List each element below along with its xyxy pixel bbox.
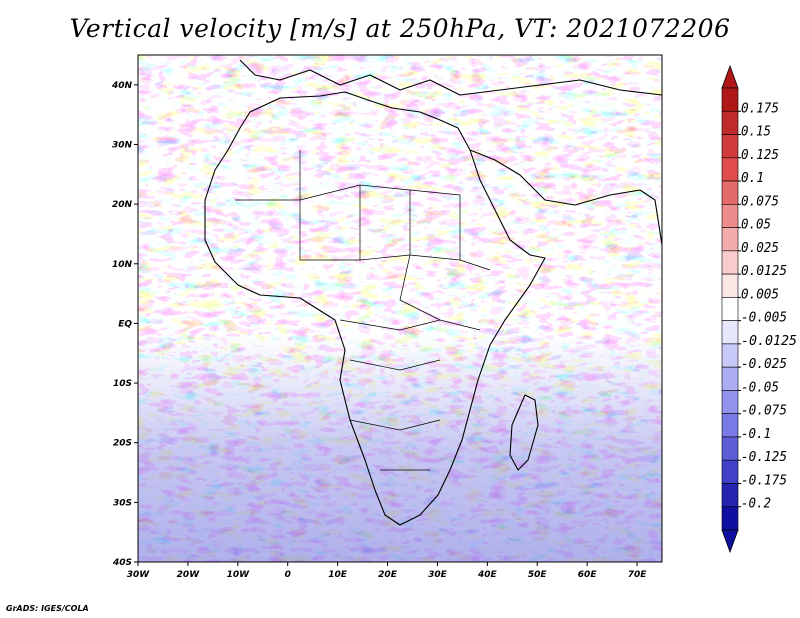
colorbar-swatch	[721, 506, 739, 531]
colorbar-swatch	[721, 483, 739, 508]
colorbar-swatch	[721, 180, 739, 205]
colorbar-bottom-arrow	[721, 529, 739, 554]
europe-coast	[239, 59, 662, 96]
grads-credit: GrADS: IGES/COLA	[6, 604, 89, 613]
colorbar-label: -0.125	[741, 450, 787, 465]
colorbar-label: 0.0125	[741, 264, 787, 279]
x-tick-label: 20E	[378, 570, 398, 580]
southern-blue-band	[138, 55, 662, 562]
colorbar-swatch	[721, 87, 739, 112]
country-borders	[235, 150, 491, 471]
x-tick-label: 30W	[127, 570, 151, 580]
coastlines	[204, 59, 662, 526]
colorbar-swatch	[721, 227, 739, 252]
axis-ticks: 30W 20W 10W 0 10E 20E 30E 40E 50E 60E 70E 40N 30N 20N…	[111, 81, 647, 580]
x-tick-label: 0	[285, 570, 291, 580]
colorbar-swatch	[721, 366, 739, 391]
y-tick-label: 10N	[112, 260, 133, 270]
colorbar-swatch	[721, 297, 739, 321]
y-tick-label: 30S	[113, 498, 132, 508]
colorbar-label: -0.025	[741, 357, 787, 372]
y-tick-label: 10S	[113, 379, 132, 389]
colorbar-swatch	[721, 250, 739, 275]
colorbar-label: -0.1	[741, 427, 771, 442]
y-tick-label: 40S	[112, 558, 132, 568]
y-tick-label: 40N	[111, 81, 133, 91]
colorbar-label: 0.175	[741, 101, 779, 116]
x-tick-label: 10E	[328, 570, 348, 580]
x-tick-label: 30E	[428, 570, 448, 580]
chart-title: Vertical velocity [m/s] at 250hPa, VT: 2…	[69, 14, 731, 43]
x-tick-label: 50E	[528, 570, 548, 580]
colorbar-swatch	[721, 390, 739, 414]
colorbar-swatch	[721, 436, 739, 461]
colorbar-swatch	[721, 273, 739, 298]
colorbar-label: -0.005	[741, 311, 787, 326]
arabia-coast	[469, 149, 662, 246]
y-tick-label: 30N	[112, 140, 133, 150]
colorbar-label: 0.15	[741, 125, 771, 140]
colorbar-swatch	[721, 320, 739, 345]
colorbar-swatch	[721, 204, 739, 228]
colorbar-swatch	[721, 459, 739, 484]
x-tick-label: 10W	[227, 570, 251, 580]
x-tick-label: 60E	[578, 570, 598, 580]
plot-frame	[137, 54, 663, 563]
plot-area	[137, 54, 663, 563]
y-tick-label: EQ	[118, 319, 132, 329]
colorbar-swatch	[721, 343, 739, 368]
colorbar-label: 0.025	[741, 241, 779, 256]
colorbar-label: -0.175	[741, 473, 787, 488]
madagascar	[509, 394, 539, 471]
colorbar-swatch	[721, 413, 739, 438]
colorbar-label: 0.005	[741, 287, 779, 302]
colorbar-label: -0.05	[741, 380, 779, 395]
x-tick-label: 70E	[628, 570, 648, 580]
colorbar-label: 0.05	[741, 218, 771, 233]
colorbar-label: 0.1	[741, 171, 764, 186]
colorbar-top-arrow	[721, 64, 739, 89]
colorbar-label: 0.125	[741, 148, 779, 163]
colorbar-swatch	[721, 134, 739, 159]
colorbar-label: -0.0125	[741, 334, 797, 349]
y-tick-label: 20N	[112, 200, 133, 210]
x-tick-label: 40E	[477, 570, 498, 580]
colorbar-label: -0.075	[741, 404, 787, 419]
y-tick-label: 20S	[113, 439, 132, 449]
colorbar-swatch	[721, 157, 739, 182]
colorbar: 0.175 0.15 0.125 0.1 0.075 0.05 0.025 0.0125 0.0…	[721, 64, 797, 554]
colorbar-label: 0.075	[741, 194, 779, 209]
x-tick-label: 20W	[177, 570, 201, 580]
africa-coastline	[204, 91, 546, 526]
colorbar-label: -0.2	[741, 497, 771, 512]
colorbar-swatch	[721, 110, 739, 135]
